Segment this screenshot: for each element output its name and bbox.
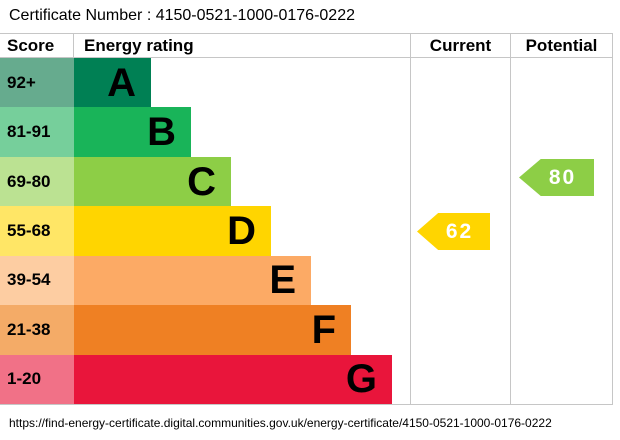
band-bar-a: A [74,58,151,108]
band-bar-e: E [74,255,311,306]
band-row-d: 55-68 D [0,206,613,256]
band-bar-b: B [74,107,191,157]
score-range-f: 21-38 [0,305,74,355]
band-bar-f: F [74,305,351,355]
column-divider-current [410,58,411,404]
score-range-b: 81-91 [0,107,74,157]
band-row-a: 92+ A [0,58,613,108]
score-range-e: 39-54 [0,255,74,306]
column-divider-potential [510,58,511,404]
certificate-url: https://find-energy-certificate.digital.… [9,416,552,430]
current-rating-value: 62 [445,219,474,243]
band-bar-c: C [74,156,231,207]
table-header: Score Energy rating Current Potential [0,33,613,58]
table-right-border [612,58,613,404]
band-row-b: 81-91 B [0,107,613,157]
score-range-d: 55-68 [0,206,74,256]
band-row-e: 39-54 E [0,255,613,306]
band-bar-g: G [74,354,392,404]
band-row-g: 1-20 G [0,354,613,404]
potential-rating-value: 80 [548,165,577,189]
band-rows: 92+ A 81-91 B 69-80 C 55-68 D 39-54 E 21-38 F 1-20 G [0,58,613,404]
column-header-energy-rating: Energy rating [84,35,194,55]
column-header-current: Current [410,34,510,57]
certificate-number: Certificate Number : 4150-0521-1000-0176… [9,7,355,24]
score-range-g: 1-20 [0,354,74,404]
bands-area: 92+ A 81-91 B 69-80 C 55-68 D 39-54 E 21-38 F 1-20 G … [0,58,613,405]
column-header-potential: Potential [510,34,613,57]
band-row-c: 69-80 C [0,156,613,207]
score-range-a: 92+ [0,58,74,108]
epc-rating-chart: Score Energy rating Current Potential 92… [0,33,613,405]
band-bar-d: D [74,206,271,256]
column-header-score: Score [0,34,74,57]
band-row-f: 21-38 F [0,305,613,355]
score-range-c: 69-80 [0,156,74,207]
